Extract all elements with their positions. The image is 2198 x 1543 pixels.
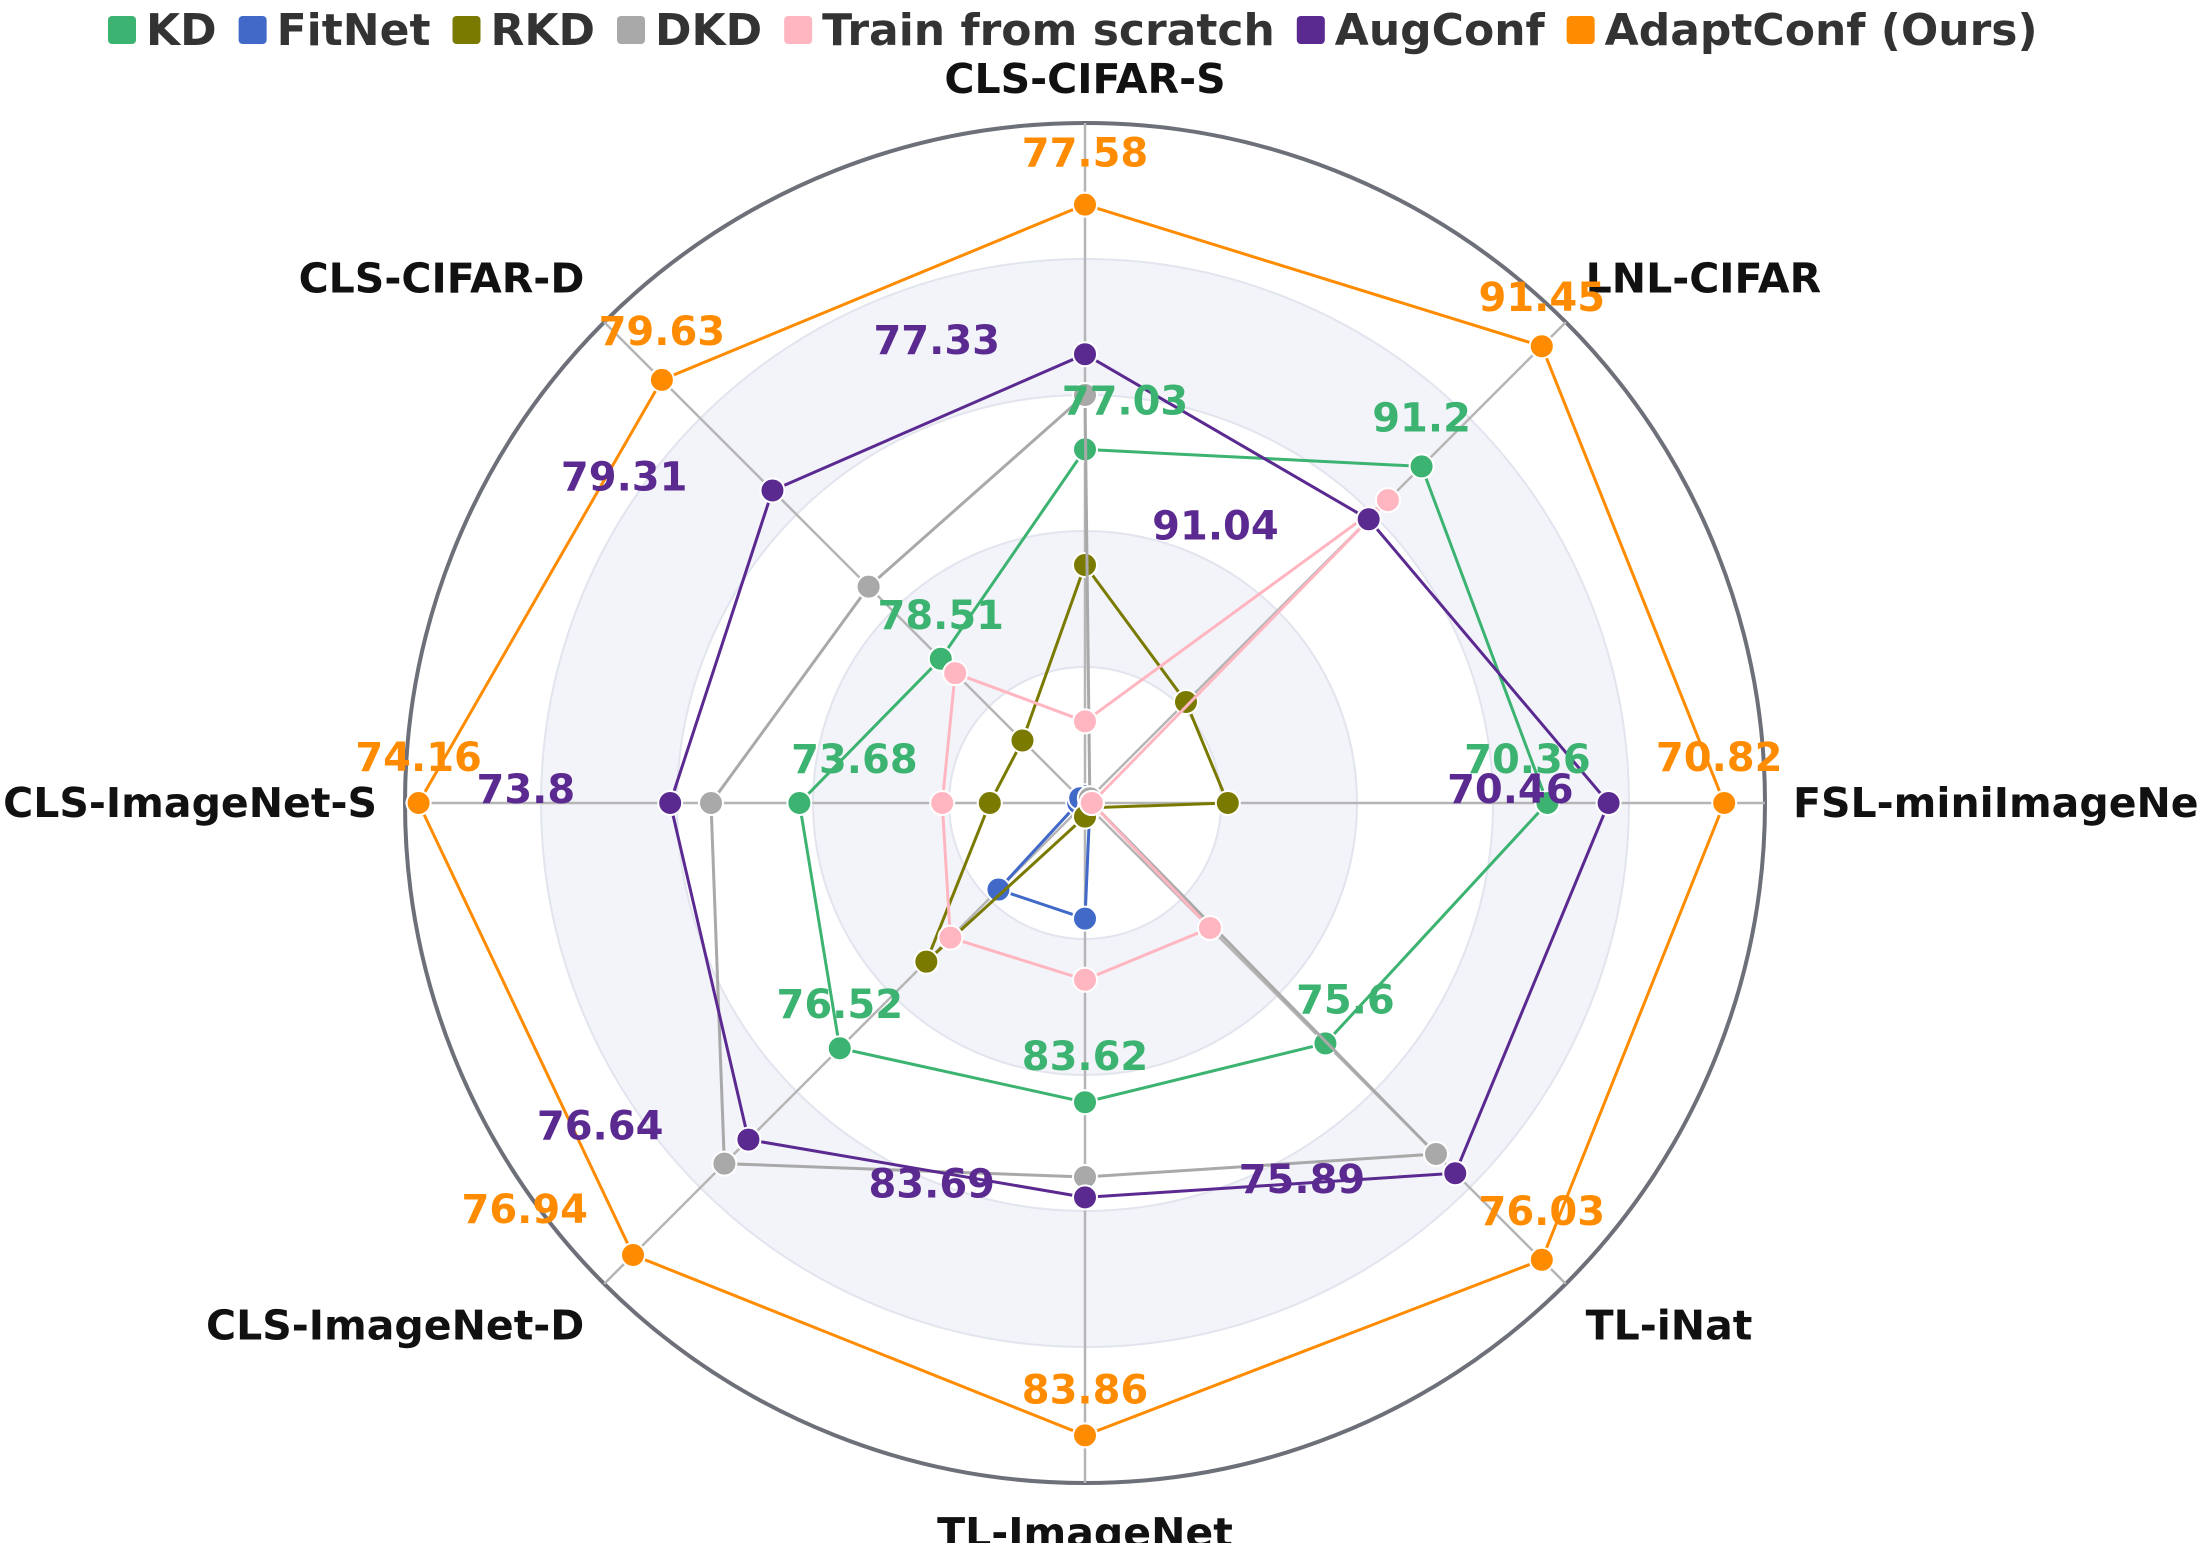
point-train-from-scratch-fsl-miniimagenet	[1078, 790, 1105, 816]
value-label-augconf-cls-cifar-d: 79.31	[561, 454, 688, 500]
point-dkd-tl-inat	[1423, 1141, 1450, 1168]
legend-swatch-train-from-scratch	[784, 16, 813, 44]
value-label-kd-tl-imagenet: 83.62	[1022, 1034, 1149, 1080]
point-train-from-scratch-tl-imagenet	[1072, 966, 1098, 993]
value-label-augconf-tl-inat: 75.89	[1239, 1157, 1366, 1203]
value-label-kd-cls-cifar-d: 78.51	[877, 593, 1004, 639]
value-label-augconf-tl-imagenet: 83.69	[868, 1161, 995, 1207]
series-layer	[405, 191, 1738, 1449]
series-augconf	[657, 341, 1622, 1211]
legend-label-adaptconf-ours: AdaptConf (Ours)	[1605, 5, 2038, 56]
value-label-kd-cls-imagenet-d: 76.52	[777, 982, 904, 1028]
value-label-augconf-lnl-cifar: 91.04	[1152, 503, 1279, 549]
point-train-from-scratch-cls-cifar-d	[942, 660, 969, 687]
value-label-kd-tl-inat: 75.6	[1296, 977, 1395, 1023]
point-train-from-scratch-cls-cifar-s	[1072, 708, 1098, 735]
point-augconf-lnl-cifar	[1355, 506, 1382, 533]
legend-swatch-fitnet	[238, 16, 267, 44]
axis-label-lnl-cifar: LNL-CIFAR	[1586, 254, 1822, 302]
point-augconf-fsl-miniimagenet	[1595, 790, 1622, 816]
axis-label-tl-inat: TL-iNat	[1586, 1302, 1753, 1350]
point-rkd-cls-cifar-d	[1009, 727, 1036, 754]
point-train-from-scratch-cls-imagenet-d	[937, 924, 964, 951]
legend-swatch-augconf	[1296, 16, 1325, 44]
point-rkd-lnl-cifar	[1172, 689, 1199, 716]
value-label-augconf-cls-cifar-s: 77.33	[873, 318, 1000, 364]
point-train-from-scratch-tl-inat	[1197, 915, 1224, 942]
value-labels: 77.03 91.2 70.36 75.6 83.62 76.52 73.68 78.51 77…	[355, 131, 1782, 1414]
point-adaptconf-ours-cls-imagenet-s	[405, 790, 432, 816]
point-dkd-cls-imagenet-d	[711, 1150, 738, 1177]
value-label-adaptconf-ours-lnl-cifar: 91.45	[1479, 275, 1606, 321]
axis-label-cls-cifar-s: CLS-CIFAR-S	[944, 55, 1225, 103]
legend-swatch-kd	[108, 16, 136, 44]
point-dkd-cls-imagenet-s	[698, 790, 724, 816]
point-augconf-cls-cifar-d	[759, 477, 786, 504]
legend-label-train-from-scratch: Train from scratch	[822, 5, 1275, 56]
point-fitnet-cls-imagenet-d	[985, 876, 1012, 903]
point-train-from-scratch-lnl-cifar	[1374, 487, 1401, 514]
point-train-from-scratch-cls-imagenet-s	[929, 790, 956, 816]
point-rkd-fsl-miniimagenet	[1214, 790, 1241, 816]
axis-labels: CLS-CIFAR-S LNL-CIFAR FSL-miniImageNe TL-iN…	[3, 55, 2198, 1543]
point-adaptconf-ours-lnl-cifar	[1528, 333, 1555, 360]
value-label-kd-cls-imagenet-s: 73.68	[791, 737, 918, 783]
value-label-augconf-fsl-miniimagenet: 70.46	[1447, 767, 1574, 813]
value-label-adaptconf-ours-cls-imagenet-s: 74.16	[355, 735, 482, 781]
point-rkd-cls-imagenet-d	[913, 948, 940, 975]
value-label-augconf-cls-imagenet-d: 76.64	[537, 1104, 664, 1150]
axis-label-fsl-miniimagenet: FSL-miniImageNe	[1793, 779, 2198, 827]
point-augconf-cls-imagenet-s	[657, 790, 684, 816]
value-label-adaptconf-ours-tl-imagenet: 83.86	[1022, 1367, 1149, 1413]
point-augconf-tl-inat	[1442, 1160, 1469, 1187]
value-label-augconf-cls-imagenet-s: 73.8	[476, 767, 575, 813]
point-kd-lnl-cifar	[1408, 453, 1435, 480]
legend-label-dkd: DKD	[655, 5, 762, 56]
legend-swatch-rkd	[452, 16, 481, 44]
point-rkd-cls-cifar-s	[1072, 552, 1098, 578]
value-label-adaptconf-ours-cls-imagenet-d: 76.94	[461, 1187, 588, 1233]
point-augconf-cls-imagenet-d	[735, 1126, 762, 1153]
axis-label-tl-imagenet: TL-ImageNet	[937, 1509, 1233, 1543]
axis-label-cls-cifar-d: CLS-CIFAR-D	[299, 254, 585, 302]
point-adaptconf-ours-cls-cifar-d	[648, 366, 675, 393]
point-adaptconf-ours-fsl-miniimagenet	[1711, 790, 1738, 816]
legend-label-kd: KD	[146, 5, 217, 56]
legend-label-rkd: RKD	[491, 5, 596, 56]
legend-swatch-adaptconf-ours	[1566, 16, 1595, 44]
value-label-adaptconf-ours-cls-cifar-s: 77.58	[1022, 131, 1149, 177]
axis-label-cls-imagenet-d: CLS-ImageNet-D	[206, 1302, 584, 1350]
axis-label-cls-imagenet-s: CLS-ImageNet-S	[3, 779, 377, 827]
series-adaptconf-ours	[405, 191, 1738, 1449]
point-adaptconf-ours-cls-cifar-s	[1072, 191, 1098, 218]
point-dkd-cls-cifar-d	[855, 573, 882, 600]
point-adaptconf-ours-tl-inat	[1528, 1246, 1555, 1273]
value-label-kd-lnl-cifar: 91.2	[1372, 395, 1471, 441]
point-adaptconf-ours-cls-imagenet-d	[620, 1241, 647, 1268]
legend-swatch-dkd	[617, 16, 645, 44]
point-augconf-tl-imagenet	[1072, 1184, 1098, 1211]
series-train-from-scratch	[929, 487, 1401, 993]
point-kd-tl-imagenet	[1072, 1089, 1098, 1116]
value-label-kd-cls-cifar-s: 77.03	[1062, 378, 1189, 424]
point-dkd-cls-cifar-s	[1072, 382, 1098, 408]
point-adaptconf-ours-tl-imagenet	[1072, 1422, 1098, 1449]
point-kd-fsl-miniimagenet	[1534, 790, 1561, 816]
legend-label-fitnet: FitNet	[277, 5, 431, 56]
point-kd-cls-imagenet-s	[786, 790, 813, 816]
legend: KD FitNet RKD DKD Train from scratch AugConf A…	[108, 5, 2038, 56]
value-label-adaptconf-ours-tl-inat: 76.03	[1479, 1189, 1606, 1235]
point-augconf-cls-cifar-s	[1072, 341, 1098, 368]
spoke-cls-cifar-d	[603, 321, 1086, 804]
point-kd-cls-imagenet-d	[826, 1035, 853, 1062]
value-label-adaptconf-ours-fsl-miniimagenet: 70.82	[1656, 735, 1783, 781]
value-label-kd-fsl-miniimagenet: 70.36	[1464, 737, 1591, 783]
point-rkd-cls-imagenet-s	[976, 790, 1003, 816]
value-label-adaptconf-ours-cls-cifar-d: 79.63	[599, 309, 726, 355]
legend-label-augconf: AugConf	[1335, 5, 1546, 56]
point-fitnet-tl-imagenet	[1072, 905, 1098, 932]
